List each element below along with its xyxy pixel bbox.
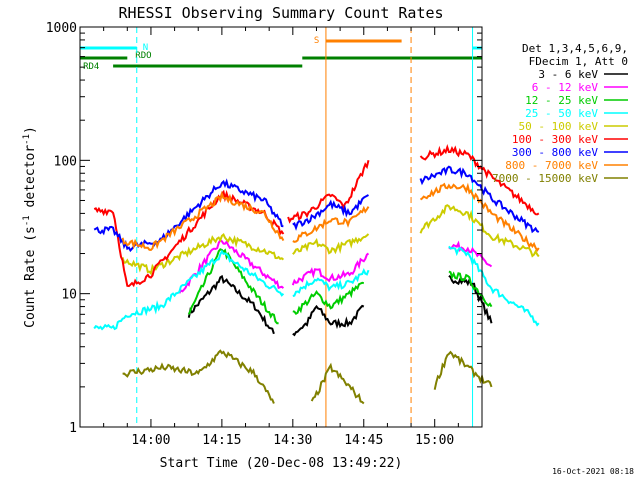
y-label-sup1: -1: [22, 215, 32, 226]
series-7: [121, 182, 540, 252]
legend-header-1: FDecim 1, Att 0: [529, 55, 628, 68]
legend-label-0: 3 - 6 keV: [538, 68, 598, 81]
x-tick-label-0: 14:00: [131, 433, 170, 448]
y-axis-label: Count Rate (s-1 detector-1): [22, 126, 38, 328]
legend-label-2: 12 - 25 keV: [525, 94, 598, 107]
series-2-segment-1: [292, 281, 364, 316]
legend-label-3: 25 - 50 keV: [525, 107, 598, 120]
y-label-prefix: Count Rate (s: [23, 226, 38, 328]
series-7-segment-0: [121, 190, 285, 252]
series-3-segment-0: [93, 249, 285, 331]
legend: Det 1,3,4,5,6,9,FDecim 1, Att 03 - 6 keV…: [492, 42, 628, 185]
series-2-segment-2: [448, 270, 493, 308]
y-tick-label-2: 100: [54, 154, 77, 169]
series-7-segment-1: [292, 205, 370, 243]
x-tick-label-2: 14:30: [273, 433, 312, 448]
vertical-markers: [136, 27, 474, 427]
flag-label-s: S: [314, 36, 319, 46]
axes: 14:00 14:15 14:30 14:45 15:00 1 10 100 1000: [46, 21, 483, 448]
flag-label-rdo: RDO: [135, 51, 151, 61]
series-7-segment-2: [419, 182, 540, 252]
series-0-segment-1: [292, 304, 365, 337]
series-8-segment-0: [122, 349, 275, 404]
legend-label-1: 6 - 12 keV: [532, 81, 599, 94]
series-6-segment-1: [292, 194, 369, 231]
x-tick-label-3: 14:45: [344, 433, 383, 448]
series-4-segment-1: [292, 233, 370, 255]
legend-label-4: 50 - 100 keV: [519, 120, 599, 133]
chart-title: RHESSI Observing Summary Count Rates: [118, 4, 443, 22]
timestamp: 16-Oct-2021 08:18: [552, 467, 634, 476]
series-8-segment-1: [310, 362, 365, 405]
series-5-segment-1: [287, 160, 370, 224]
series-3-segment-2: [448, 245, 540, 327]
x-tick-label-4: 15:00: [415, 433, 454, 448]
series-group: [93, 144, 540, 405]
series-6-segment-2: [419, 165, 540, 234]
series-1-segment-1: [291, 252, 370, 286]
legend-label-7: 800 - 7000 keV: [505, 159, 598, 172]
y-tick-label-0: 1: [69, 421, 77, 436]
legend-label-6: 300 - 800 keV: [512, 146, 598, 159]
plot-frame: [79, 26, 483, 428]
legend-label-8: 7000 - 15000 keV: [492, 172, 598, 185]
x-tick-label-1: 14:15: [202, 433, 241, 448]
legend-label-5: 100 - 300 keV: [512, 133, 598, 146]
series-3: [93, 245, 540, 331]
series-4-segment-2: [419, 204, 540, 258]
y-tick-label-3: 1000: [46, 21, 77, 36]
series-4-segment-0: [121, 233, 285, 276]
series-4: [121, 204, 540, 276]
series-0-segment-0: [187, 274, 275, 335]
y-label-mid: detector: [23, 145, 38, 216]
flag-label-n: N: [143, 43, 148, 53]
series-1-segment-2: [448, 240, 493, 268]
y-label-suffix: ): [23, 126, 38, 134]
legend-header-0: Det 1,3,4,5,6,9,: [522, 42, 628, 55]
series-5-segment-2: [419, 144, 540, 216]
y-label-sup2: -1: [22, 134, 32, 145]
series-3-segment-1: [292, 267, 370, 297]
x-axis-label: Start Time (20-Dec-08 13:49:22): [160, 456, 403, 471]
flag-label-rd4: RD4: [83, 62, 99, 72]
y-tick-label-1: 10: [61, 288, 77, 303]
